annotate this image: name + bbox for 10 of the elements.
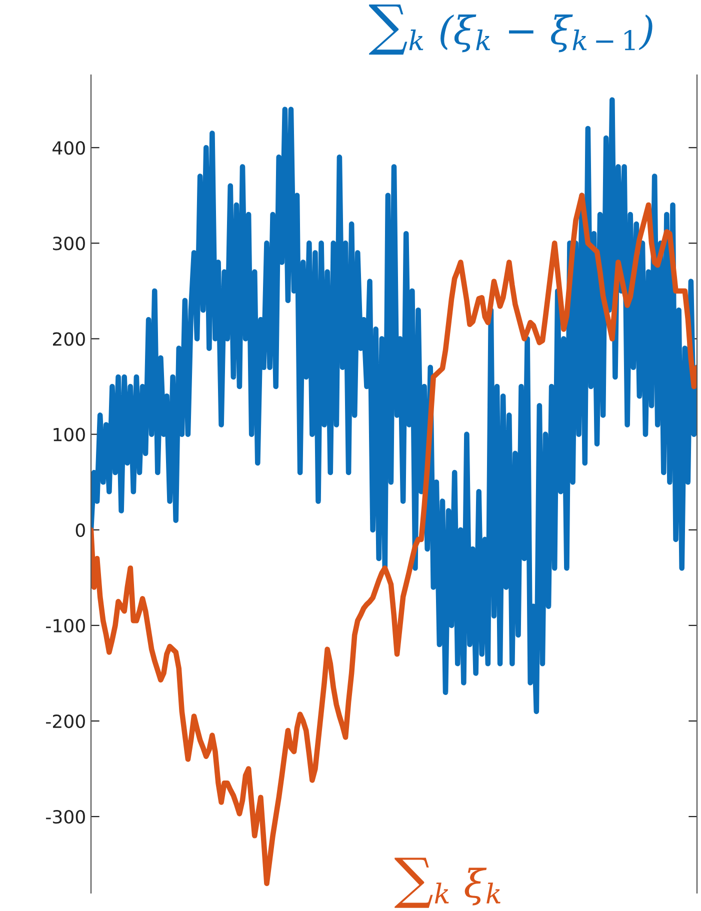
text: ∑$_{k}$ ξ$_{k}$ xyxy=(394,858,500,908)
y-tick-label: 100 xyxy=(54,428,85,442)
series-label: ∑$_{k}$ (ξ$_{k}$ − ξ$_{k−1}$) xyxy=(369,4,652,55)
y-tick-label: -100 xyxy=(46,618,85,633)
y-tick-label: 300 xyxy=(53,236,85,250)
y-tick-label: -200 xyxy=(46,714,85,728)
y-tick-label: 0 xyxy=(76,523,85,537)
y-tick-label: -300 xyxy=(46,810,85,824)
y-tick-label: 400 xyxy=(52,141,85,155)
y-tick-label: 200 xyxy=(53,332,85,346)
